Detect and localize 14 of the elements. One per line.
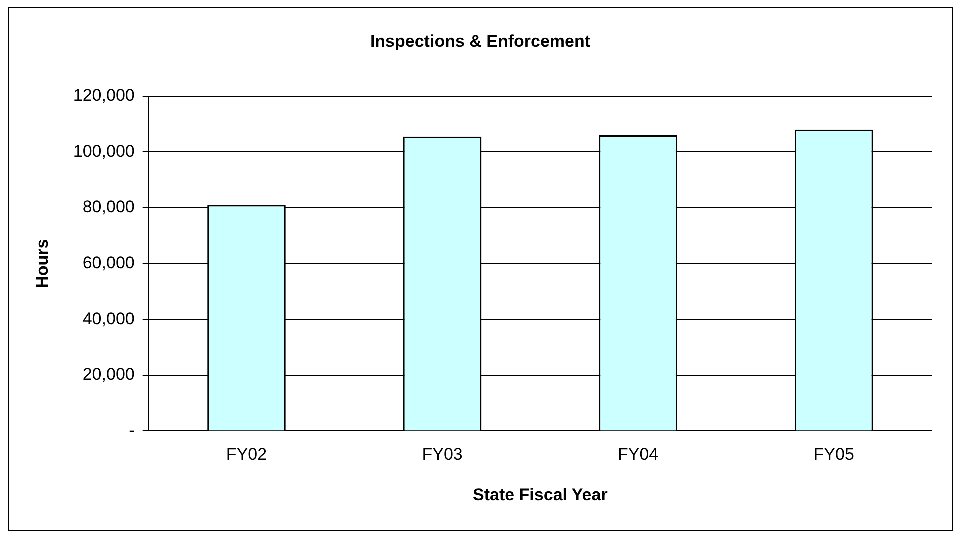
- y-tick-label: 100,000: [73, 142, 135, 161]
- y-tick-label: 40,000: [82, 309, 135, 328]
- x-axis-title: State Fiscal Year: [473, 485, 608, 504]
- x-tick-label: FY03: [422, 445, 463, 464]
- y-tick-label: 60,000: [82, 253, 135, 272]
- x-tick-label: FY04: [618, 445, 659, 464]
- chart-title: Inspections & Enforcement: [370, 32, 591, 51]
- x-tick-label: FY05: [814, 445, 854, 464]
- y-tick-label: 80,000: [82, 198, 135, 217]
- y-axis-title: Hours: [32, 239, 52, 288]
- y-tick-label: 120,000: [73, 86, 135, 106]
- y-tick-label: -: [129, 420, 135, 440]
- x-tick-label: FY02: [226, 445, 268, 464]
- y-tick-label: 20,000: [82, 365, 135, 384]
